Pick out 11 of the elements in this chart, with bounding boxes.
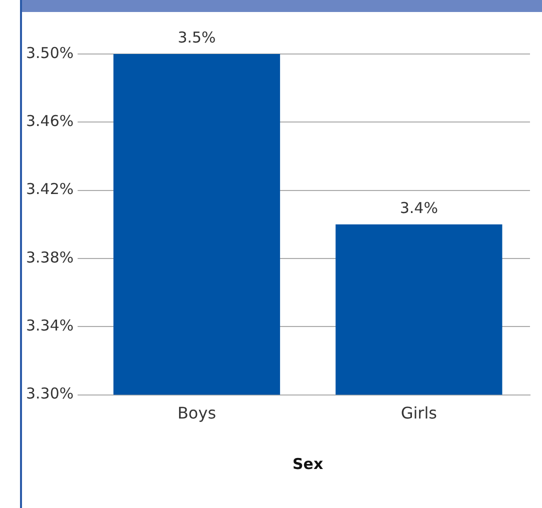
data-label: 3.5% [178, 28, 216, 46]
x-tick-label: Girls [400, 404, 438, 423]
data-label: 3.4% [400, 198, 438, 217]
y-tick-label: 3.46% [26, 112, 74, 130]
y-tick-label: 3.38% [26, 248, 74, 266]
y-tick-label: 3.50% [26, 44, 74, 62]
y-tick-label: 3.30% [26, 384, 74, 403]
x-tick-label: Boys [177, 404, 216, 423]
y-tick-label: 3.42% [26, 180, 74, 198]
y-tick-label: 3.34% [26, 316, 74, 335]
x-axis-title: Sex [292, 454, 324, 473]
